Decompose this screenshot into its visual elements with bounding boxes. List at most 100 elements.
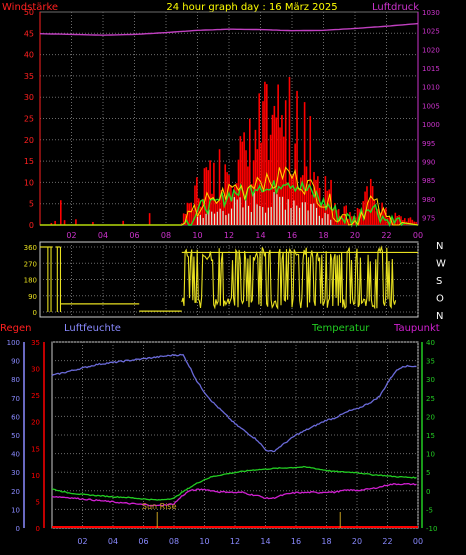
wind-tick-label: 25: [24, 115, 34, 124]
x-tick-label: 12: [224, 231, 234, 240]
compass-label: S: [436, 276, 442, 287]
wind-tick-label: 0: [29, 221, 34, 230]
x-tick-label-bottom: 04: [108, 537, 118, 546]
humidity-tick-label: 70: [11, 395, 20, 403]
pressure-tick-label: 1025: [422, 28, 440, 36]
rain-tick-label: 0: [36, 525, 40, 533]
temp-tick-label: 5: [426, 469, 430, 477]
pressure-tick-label: 975: [422, 215, 435, 223]
direction-tick-label: 360: [24, 244, 37, 252]
x-tick-label: 04: [98, 231, 108, 240]
wind-axis-title: Windstärke: [2, 2, 58, 13]
direction-tick-label: 90: [28, 293, 37, 301]
pressure-tick-label: 1005: [422, 102, 440, 110]
humidity-line: [51, 353, 417, 453]
wind-tick-label: 50: [24, 8, 34, 17]
x-tick-label-bottom: 20: [352, 537, 362, 546]
humidity-tick-label: 10: [11, 506, 20, 514]
temp-tick-label: -10: [426, 525, 437, 533]
rain-tick-label: 35: [31, 339, 40, 347]
x-tick-label: 22: [381, 231, 391, 240]
direction-line: [181, 245, 397, 310]
rain-label: Regen: [0, 323, 32, 334]
temperature-line: [51, 465, 417, 501]
temp-humidity-panel: -10-505101520253035400102030405060708090…: [7, 339, 438, 546]
x-tick-label: 08: [161, 231, 171, 240]
temperature-label: Temperatur: [311, 323, 370, 334]
wind-tick-label: 15: [24, 157, 34, 166]
x-tick-label-bottom: 16: [291, 537, 301, 546]
pressure-tick-label: 1020: [422, 46, 440, 54]
wind-tick-label: 40: [24, 51, 34, 60]
x-tick-label: 20: [350, 231, 360, 240]
humidity-tick-label: 20: [11, 488, 20, 496]
x-tick-label: 06: [129, 231, 139, 240]
pressure-line: [39, 22, 419, 36]
compass-label: O: [436, 294, 444, 305]
rain-tick-label: 30: [31, 366, 40, 374]
humidity-tick-label: 30: [11, 469, 20, 477]
x-tick-label-bottom: 12: [230, 537, 240, 546]
rain-tick-label: 20: [31, 419, 40, 427]
x-tick-label-bottom: 18: [321, 537, 331, 546]
pressure-tick-label: 1015: [422, 65, 440, 73]
humidity-label: Luftfeuchte: [64, 323, 121, 334]
pressure-tick-label: 1010: [422, 84, 440, 92]
humidity-tick-label: 90: [11, 358, 20, 366]
x-tick-label-bottom: 08: [169, 537, 179, 546]
temp-tick-label: 30: [426, 376, 435, 384]
humidity-tick-label: 80: [11, 376, 20, 384]
avg-gust-line: [40, 166, 419, 227]
temp-tick-label: 40: [426, 339, 435, 347]
direction-tick-label: 180: [24, 277, 37, 285]
x-tick-label: 18: [318, 231, 328, 240]
wind-tick-label: 35: [24, 72, 34, 81]
x-tick-label-bottom: 22: [382, 537, 392, 546]
humidity-tick-label: 40: [11, 451, 20, 459]
x-tick-label-bottom: 14: [260, 537, 270, 546]
pressure-axis-title: Luftdruck: [372, 2, 419, 13]
x-tick-label: 14: [255, 231, 265, 240]
dewpoint-line: [51, 482, 417, 507]
rain-tick-label: 25: [31, 392, 40, 400]
humidity-tick-label: 100: [7, 339, 20, 347]
x-tick-label: 10: [192, 231, 202, 240]
humidity-tick-label: 0: [16, 525, 20, 533]
temp-tick-label: 20: [426, 413, 435, 421]
chart-title: 24 hour graph day : 16 März 2025: [166, 2, 337, 13]
compass-label: W: [436, 259, 446, 270]
sunrise-label: Sun Rise: [142, 502, 177, 511]
humidity-tick-label: 50: [11, 432, 20, 440]
wind-tick-label: 20: [24, 136, 34, 145]
pressure-tick-label: 1000: [422, 121, 440, 129]
rain-tick-label: 10: [31, 472, 40, 480]
temp-tick-label: 0: [426, 488, 430, 496]
direction-tick-label: 0: [33, 309, 37, 317]
pressure-tick-label: 995: [422, 140, 435, 148]
temp-tick-label: 25: [426, 395, 435, 403]
x-tick-label: 00: [413, 231, 423, 240]
temp-tick-label: 35: [426, 358, 435, 366]
pressure-tick-label: 990: [422, 158, 435, 166]
pressure-tick-label: 980: [422, 196, 435, 204]
compass-label: N: [436, 241, 443, 252]
direction-tick-label: 270: [24, 260, 37, 268]
pressure-tick-label: 985: [422, 177, 435, 185]
temp-tick-label: 15: [426, 432, 435, 440]
wind-pressure-panel: 0510152025303540455097598098599099510001…: [24, 8, 440, 240]
humidity-tick-label: 60: [11, 413, 20, 421]
wind-tick-label: 10: [24, 178, 34, 187]
temp-tick-label: 10: [426, 451, 435, 459]
pressure-tick-label: 1030: [422, 9, 440, 17]
compass-label: N: [436, 311, 443, 322]
x-tick-label: 02: [66, 231, 76, 240]
x-tick-label-bottom: 06: [138, 537, 148, 546]
x-tick-label-bottom: 00: [413, 537, 423, 546]
temp-tick-label: -5: [426, 506, 433, 514]
x-tick-label-bottom: 10: [199, 537, 209, 546]
x-tick-label-bottom: 02: [77, 537, 87, 546]
rain-tick-label: 5: [36, 498, 40, 506]
wind-tick-label: 45: [24, 29, 34, 38]
